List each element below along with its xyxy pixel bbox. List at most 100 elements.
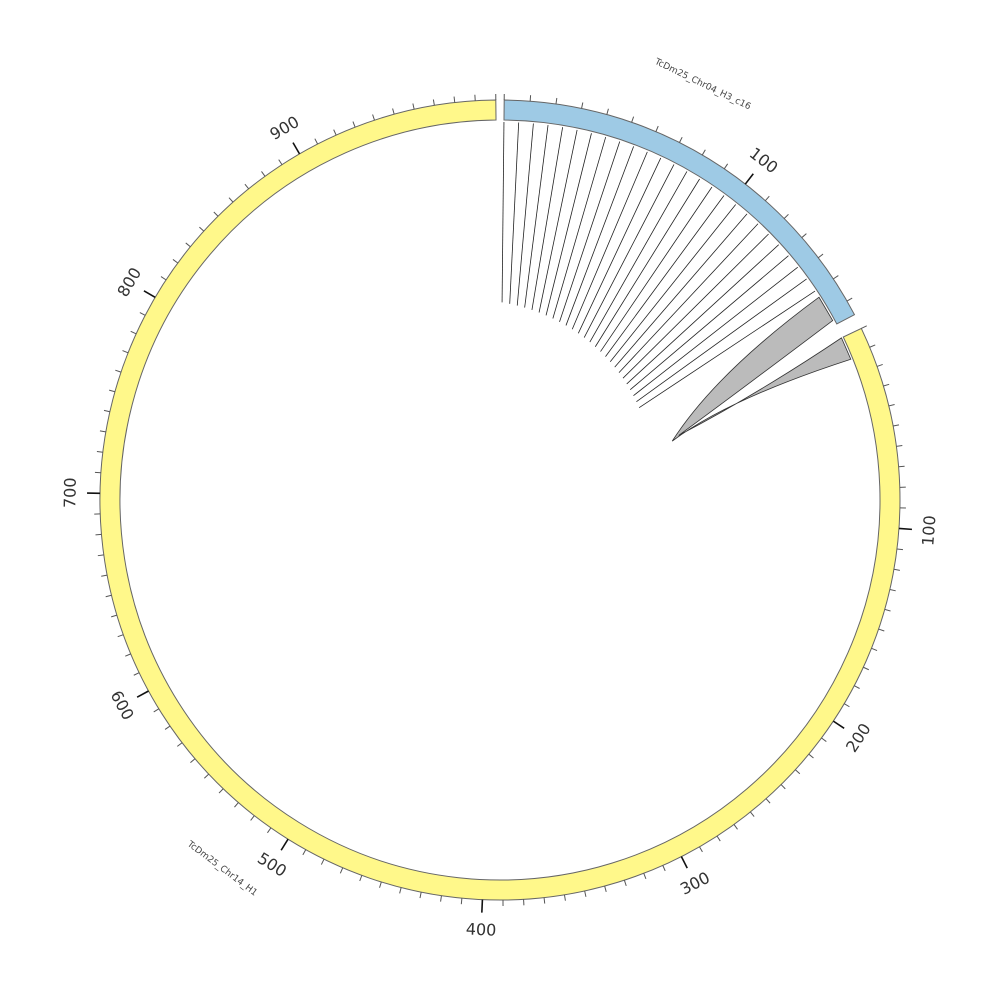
major-tick-label: 300 <box>677 868 713 899</box>
minor-tick <box>833 275 839 280</box>
major-tick-label: 900 <box>267 112 303 144</box>
major-tick-label: 400 <box>465 919 496 939</box>
minor-tick <box>783 213 789 219</box>
minor-tick <box>164 725 171 730</box>
minor-tick <box>453 96 456 103</box>
minor-tick <box>109 389 116 393</box>
minor-tick <box>821 737 827 742</box>
minor-tick <box>723 163 729 170</box>
ideogram-layer <box>99 99 901 901</box>
link <box>577 157 662 334</box>
minor-tick <box>893 424 900 427</box>
minor-tick <box>581 102 584 109</box>
minor-tick <box>412 103 415 110</box>
link <box>614 213 748 368</box>
minor-tick <box>643 873 647 880</box>
labels-layer: 100 100 200 300 400 500 600 700 800 900 TcDm25_Chr… <box>60 57 939 940</box>
minor-tick <box>749 811 755 817</box>
link <box>618 223 759 373</box>
minor-tick <box>889 588 896 592</box>
minor-tick <box>780 784 786 790</box>
minor-tick <box>105 594 112 598</box>
major-tick <box>898 527 913 531</box>
minor-tick <box>203 773 210 779</box>
minor-tick <box>218 788 224 794</box>
link <box>633 266 799 396</box>
ideogram-chr14 <box>99 99 901 901</box>
minor-tick <box>662 865 666 872</box>
minor-tick <box>244 183 250 190</box>
major-tick-label: 700 <box>60 477 80 508</box>
minor-tick <box>871 647 878 652</box>
link <box>552 136 607 319</box>
minor-tick <box>125 653 131 657</box>
minor-tick <box>716 835 721 842</box>
major-tick <box>143 290 156 299</box>
minor-tick <box>99 430 106 433</box>
link <box>600 186 713 352</box>
minor-tick <box>764 195 770 201</box>
minor-tick <box>139 312 146 316</box>
ribbons-layer <box>671 296 852 442</box>
major-tick-label: 200 <box>842 720 875 756</box>
major-tick <box>136 690 149 698</box>
minor-tick <box>888 403 895 407</box>
ticks-layer <box>87 94 913 913</box>
minor-tick <box>111 614 118 618</box>
minor-tick <box>379 881 382 888</box>
minor-tick <box>185 242 191 248</box>
minor-tick <box>846 297 853 302</box>
link <box>605 195 725 357</box>
link <box>622 233 769 379</box>
minor-tick <box>352 121 356 128</box>
major-tick <box>832 720 845 729</box>
minor-tick <box>555 97 558 105</box>
minor-tick <box>122 350 129 354</box>
minor-tick <box>631 116 635 123</box>
chromosome-label-chr04: TcDm25_Chr04_H3_c16 <box>652 57 752 113</box>
minor-tick <box>733 824 738 830</box>
minor-tick <box>320 858 325 865</box>
major-tick <box>744 173 754 185</box>
minor-tick <box>701 149 706 156</box>
major-tick-label: 800 <box>113 264 145 300</box>
minor-tick <box>101 574 108 577</box>
ideogram-chr04 <box>503 99 856 325</box>
link <box>638 290 816 409</box>
minor-tick <box>896 548 904 551</box>
minor-tick <box>854 685 860 689</box>
link <box>559 141 621 322</box>
minor-tick <box>584 890 587 897</box>
link <box>501 122 505 303</box>
minor-tick <box>372 114 375 121</box>
major-tick <box>280 838 289 851</box>
minor-tick <box>392 108 395 115</box>
minor-tick <box>604 885 607 892</box>
minor-tick <box>261 171 266 177</box>
link <box>626 244 779 385</box>
major-tick <box>680 856 688 869</box>
minor-tick <box>117 634 124 638</box>
minor-tick <box>250 815 255 821</box>
minor-tick <box>623 880 627 887</box>
minor-tick <box>133 672 140 676</box>
link <box>589 171 688 343</box>
major-tick-label: 100 <box>746 143 782 177</box>
link <box>571 151 648 330</box>
minor-tick <box>460 898 463 905</box>
minor-tick <box>314 138 319 145</box>
minor-tick <box>878 628 885 632</box>
minor-tick <box>177 742 183 747</box>
minor-tick <box>884 608 891 612</box>
minor-tick <box>563 894 566 901</box>
minor-tick <box>795 769 801 775</box>
minor-tick <box>399 887 402 894</box>
links-layer <box>501 122 816 409</box>
minor-tick <box>199 226 205 232</box>
minor-tick <box>172 259 179 264</box>
major-tick-label: 600 <box>107 687 138 723</box>
minor-tick <box>359 875 363 882</box>
minor-tick <box>267 827 272 834</box>
link <box>516 123 534 306</box>
